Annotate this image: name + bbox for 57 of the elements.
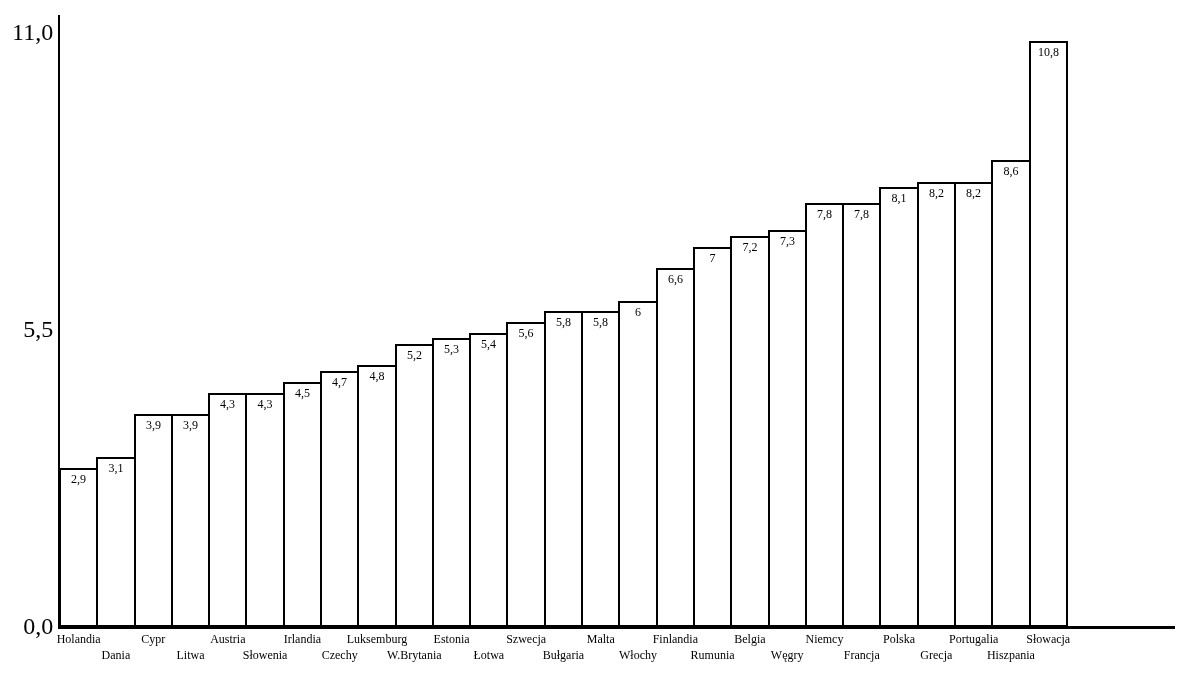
data-label: 7 [709,251,716,265]
x-tick-label: Portugalia [948,632,999,647]
x-tick-label: Estonia [433,632,471,647]
data-label: 5,8 [593,315,608,329]
data-label: 7,3 [780,234,795,248]
data-label: 5,3 [444,342,459,356]
data-label: 6 [635,305,641,319]
x-tick-label: Słowenia [242,648,289,662]
data-label: 3,1 [108,461,124,475]
x-tick-label: Litwa [176,648,206,662]
data-label: 3,9 [183,418,198,432]
x-tick-label: Finlandia [652,632,699,647]
data-label: 5,4 [481,337,496,351]
data-label: 6,6 [668,272,683,286]
x-tick-label: Słowacja [1026,632,1071,647]
x-tick-label: Francja [843,648,881,662]
x-tick-label: Dania [101,648,131,662]
x-tick-label: Niemcy [805,632,844,647]
x-tick-label: Grecja [920,648,953,662]
data-label: 5,8 [556,315,571,329]
x-tick-label: Austria [210,632,247,647]
x-tick-label: Luksemburg [346,632,408,647]
data-label: 8,2 [929,186,944,200]
y-tick-label: 5,5 [23,316,54,343]
data-label: 4,3 [220,397,235,411]
y-tick-label: 0,0 [23,613,54,640]
x-tick-label: Belgia [734,632,767,647]
x-tick-label: Bułgaria [542,648,585,662]
x-tick-label: Węgry [770,648,804,662]
x-tick-label: Malta [586,632,616,647]
data-label: 3,9 [146,418,161,432]
data-label: 7,2 [742,240,758,254]
x-tick-label: W.Brytania [386,648,443,662]
data-label: 5,2 [407,348,422,362]
x-tick-label: Holandia [56,632,102,647]
x-tick-label: Szwecja [506,632,547,647]
data-label: 8,2 [966,186,981,200]
data-label: 4,8 [369,369,385,383]
x-tick-label: Czechy [321,648,358,662]
y-tick-label: 11,0 [12,18,54,45]
x-tick-label: Włochy [619,648,658,662]
data-label: 2,9 [71,472,86,486]
data-label: 4,7 [332,375,347,389]
data-label: 8,6 [1003,164,1019,178]
x-tick-label: Łotwa [473,648,505,662]
data-label: 10,8 [1038,45,1059,59]
data-label: 8,1 [891,191,907,205]
data-label: 4,5 [295,386,310,400]
x-tick-label: Hiszpania [986,648,1036,662]
x-tick-label: Cypr [141,632,166,647]
x-tick-label: Irlandia [283,632,322,647]
x-tick-label: Polska [883,632,916,647]
x-tick-label: Rumunia [690,648,736,662]
data-label: 7,8 [817,207,832,221]
data-label: 7,8 [854,207,869,221]
data-label: 4,3 [257,397,273,411]
data-label: 5,6 [518,326,534,340]
